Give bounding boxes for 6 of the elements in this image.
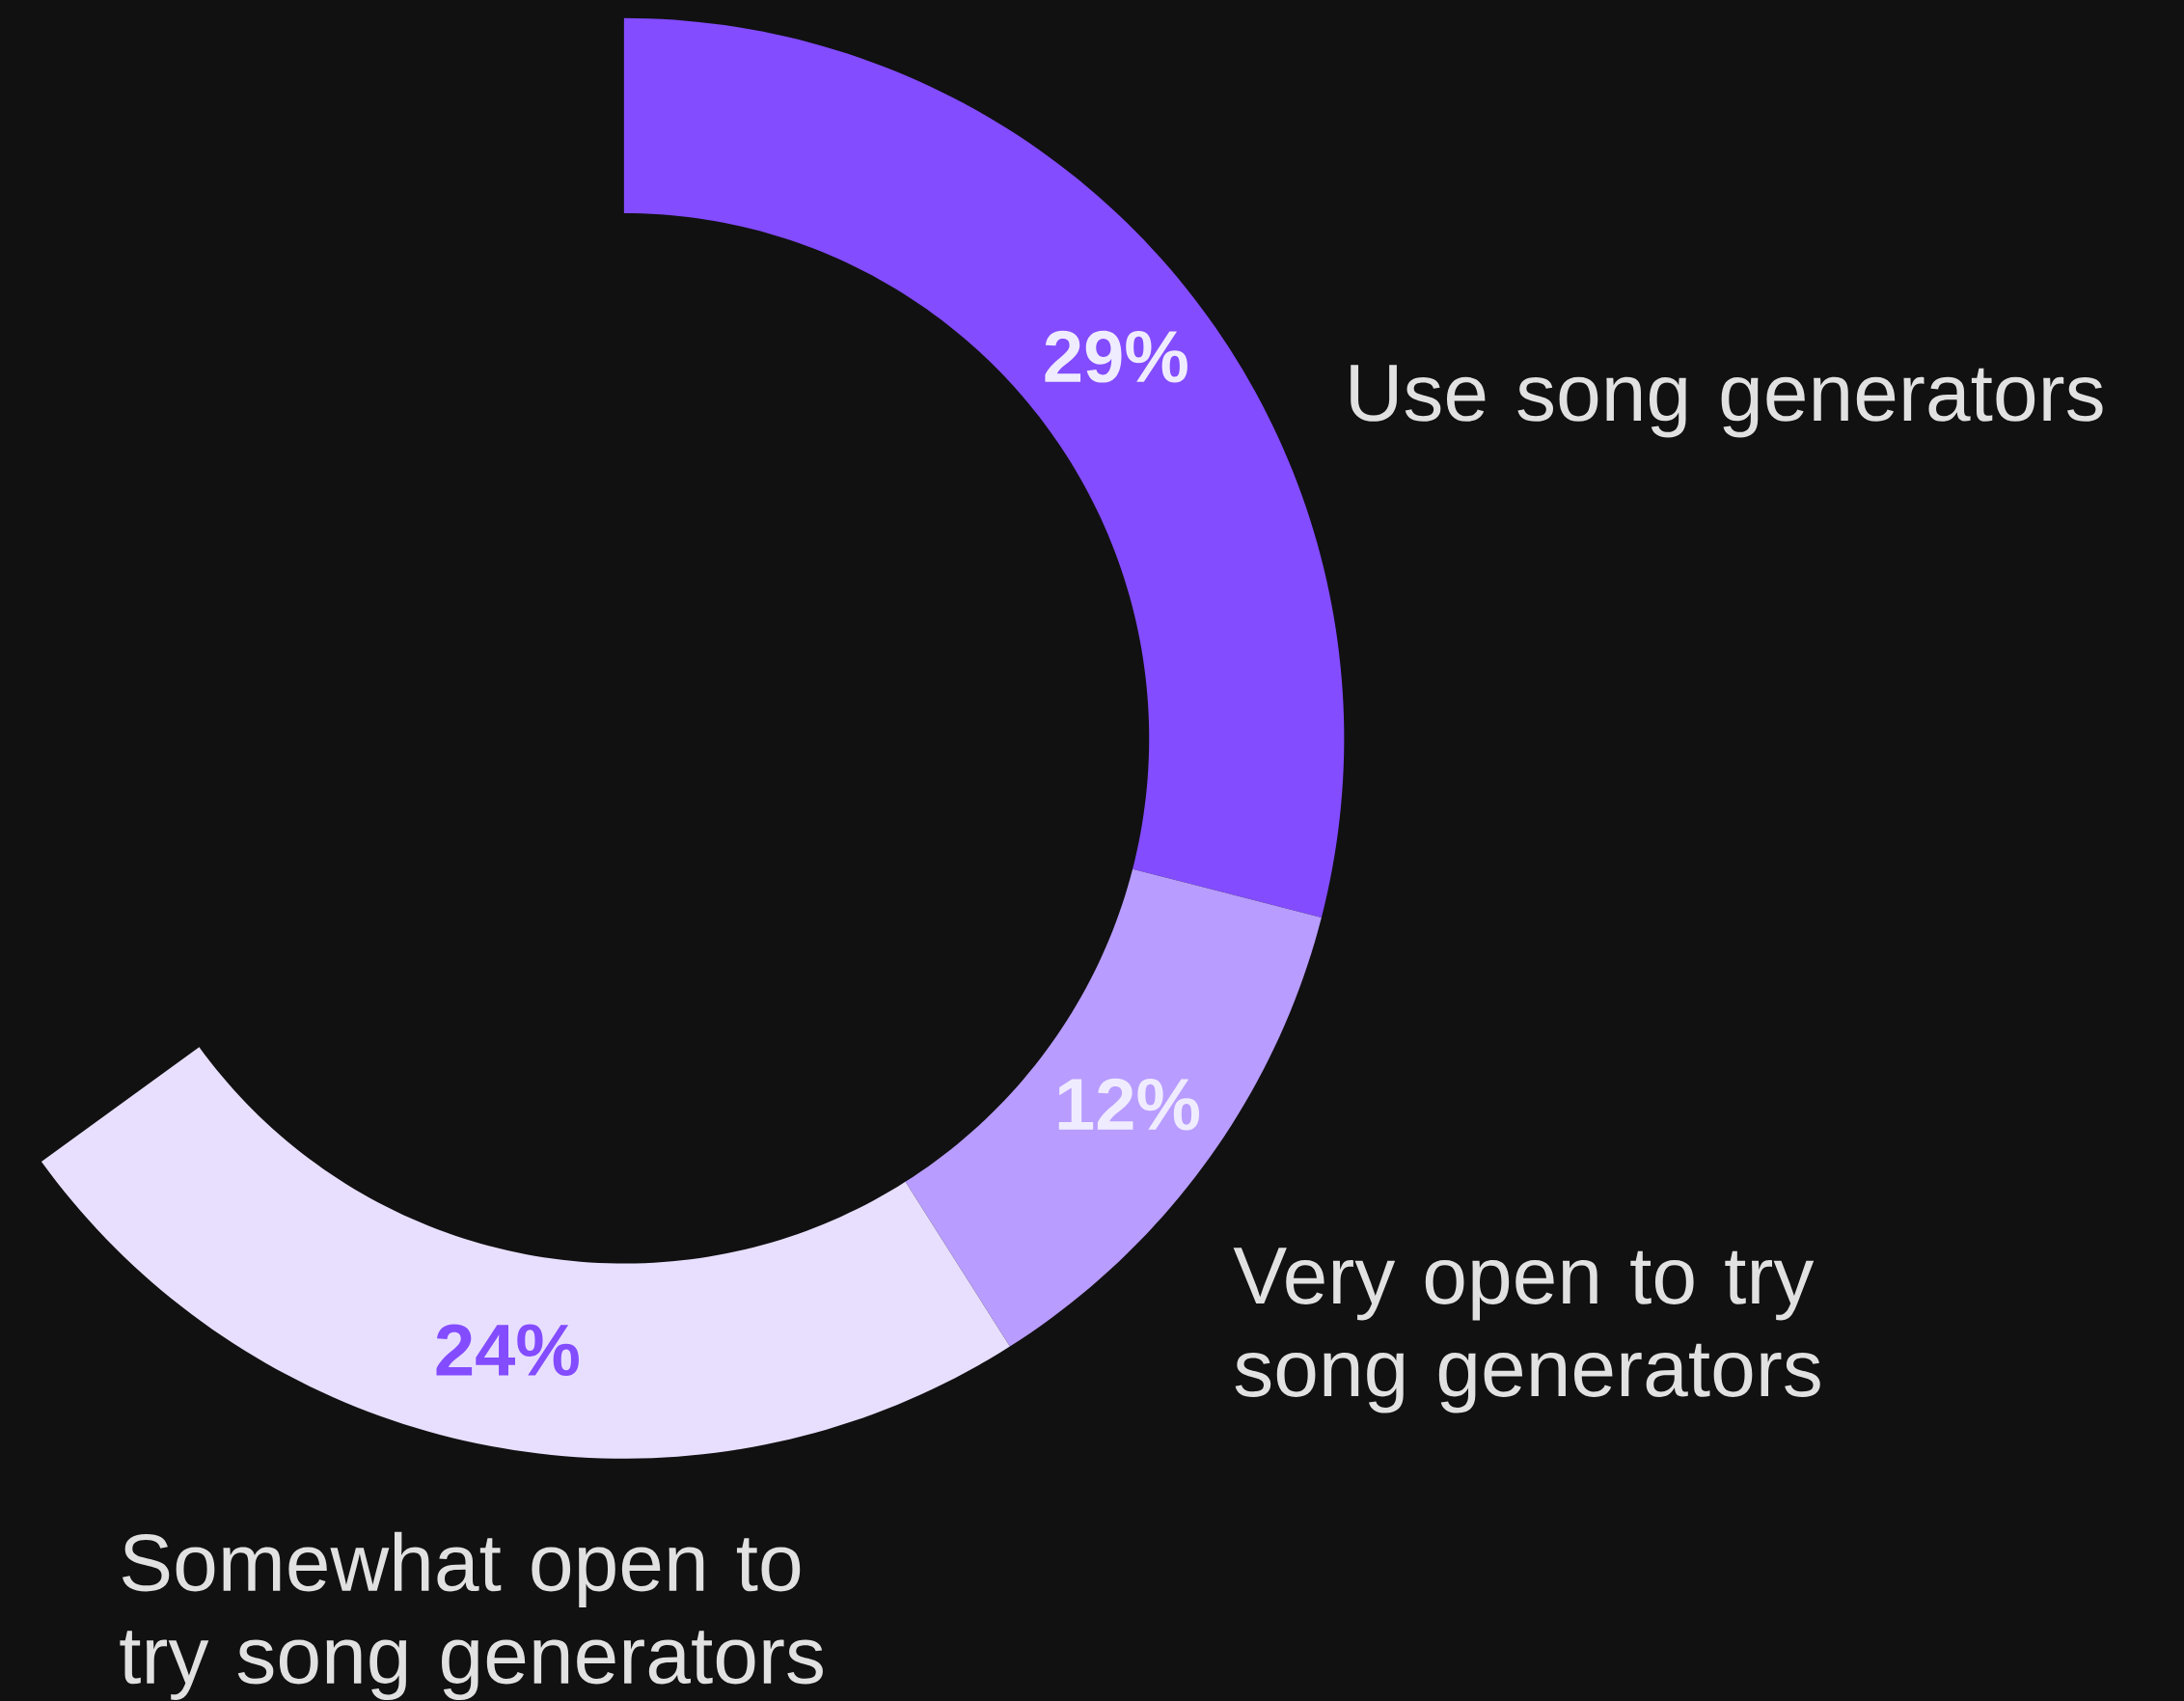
slice-label: Use song generators [1351, 365, 2103, 438]
data-label: 12% [1058, 1078, 1200, 1131]
slice-label: Somewhat open to try song generators [120, 1531, 823, 1701]
data-label: 29% [1045, 330, 1188, 383]
data-label: 24% [436, 1324, 579, 1377]
slice-label: Very open to try song generators [1233, 1248, 1820, 1413]
